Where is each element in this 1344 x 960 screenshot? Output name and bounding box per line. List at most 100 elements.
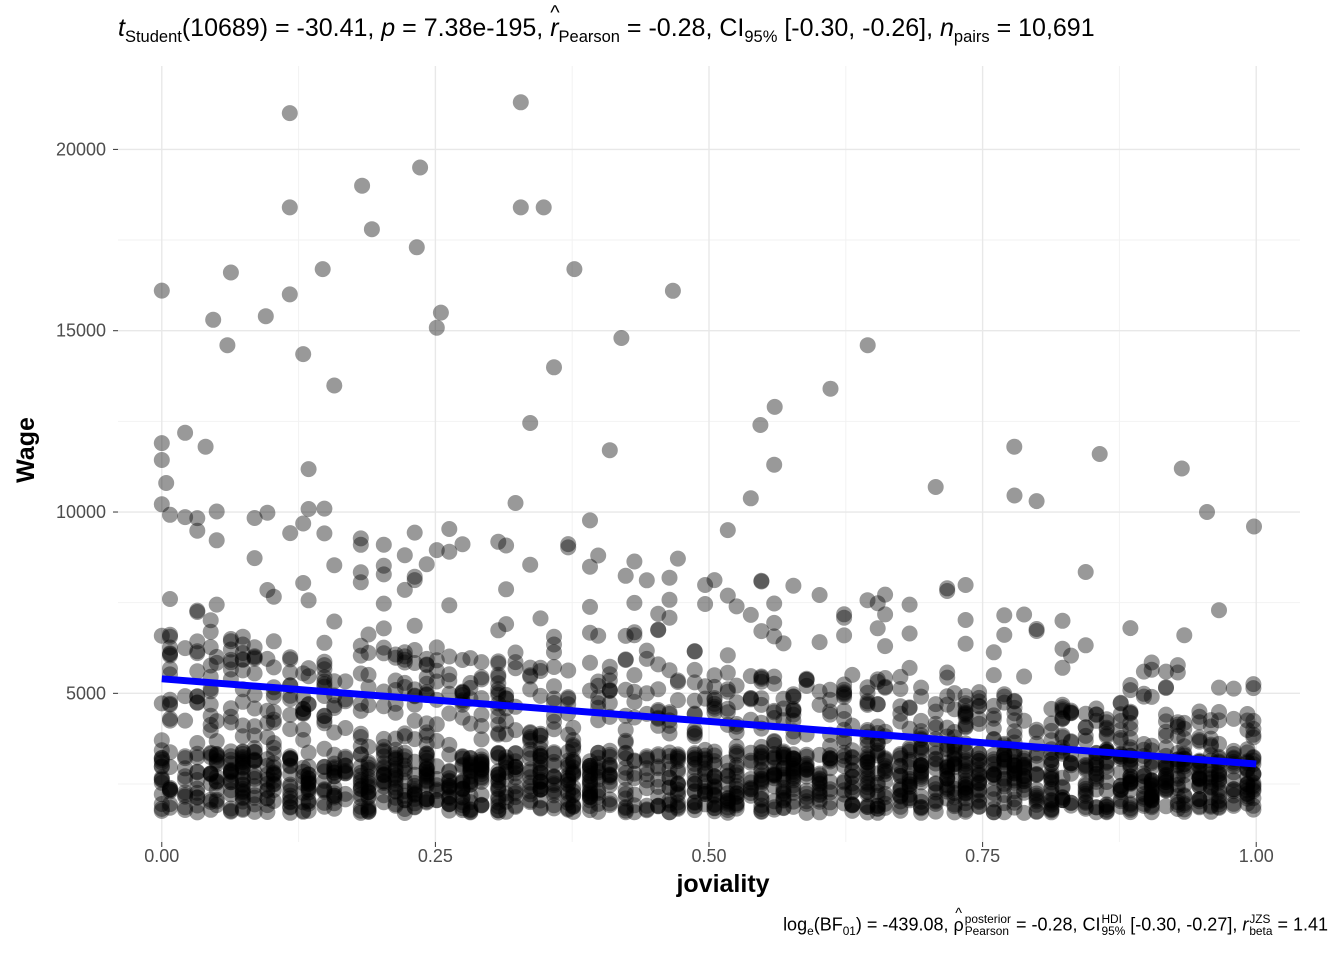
data-point <box>441 770 458 787</box>
data-point <box>1054 778 1071 795</box>
data-point <box>901 759 918 776</box>
data-point <box>162 647 178 664</box>
data-point <box>189 784 206 801</box>
data-point <box>234 754 251 771</box>
data-point <box>441 763 458 779</box>
data-point <box>1054 789 1071 806</box>
data-point <box>222 661 239 678</box>
data-point <box>901 659 918 676</box>
data-point <box>706 572 723 589</box>
data-point <box>1112 730 1129 746</box>
data-point <box>1028 623 1045 639</box>
data-point <box>282 794 299 811</box>
data-point <box>766 751 783 768</box>
data-point <box>996 686 1013 703</box>
data-point <box>775 771 792 788</box>
data-point <box>246 648 263 665</box>
data-point <box>1077 780 1094 797</box>
data-point <box>360 779 377 796</box>
data-point <box>669 799 686 816</box>
data-point <box>913 756 930 773</box>
data-point <box>1054 792 1071 808</box>
data-point <box>177 771 194 788</box>
data-point <box>441 648 458 665</box>
data-point <box>560 776 577 793</box>
data-point <box>162 783 178 800</box>
data-point <box>971 745 988 762</box>
data-point <box>901 741 918 758</box>
data-point <box>1239 795 1256 812</box>
data-point <box>957 779 974 796</box>
data-point <box>957 612 974 628</box>
data-point <box>775 760 792 777</box>
data-point <box>532 781 549 798</box>
data-point <box>208 756 225 772</box>
data-point <box>785 784 802 801</box>
data-point <box>913 793 930 810</box>
data-point <box>153 786 170 803</box>
data-point <box>560 689 577 706</box>
data-point <box>565 766 582 783</box>
data-point <box>939 664 956 681</box>
data-point <box>957 688 974 704</box>
data-point <box>428 652 445 669</box>
data-point <box>753 785 770 802</box>
data-point <box>1225 772 1242 789</box>
data-point <box>869 797 886 814</box>
data-point <box>282 787 299 804</box>
data-point <box>1122 705 1139 721</box>
data-point <box>686 674 703 691</box>
data-point <box>418 657 435 674</box>
data-point <box>153 771 170 788</box>
data-point <box>946 724 963 740</box>
data-point <box>1122 800 1139 817</box>
data-point <box>234 651 251 668</box>
data-point <box>892 781 909 798</box>
data-point <box>375 766 392 783</box>
data-point <box>836 627 853 644</box>
data-point <box>706 778 723 795</box>
data-point <box>957 635 974 652</box>
data-point <box>785 763 802 780</box>
data-point <box>1143 789 1160 806</box>
rho-value: = -0.28, CI <box>1010 914 1101 935</box>
data-point <box>869 800 886 817</box>
data-point <box>785 702 802 719</box>
data-point <box>153 627 170 644</box>
data-point <box>753 803 770 820</box>
data-point <box>565 738 582 755</box>
data-point <box>265 745 282 762</box>
data-point <box>877 773 894 790</box>
data-point <box>601 746 618 763</box>
data-point <box>939 777 956 794</box>
data-point <box>822 794 839 811</box>
data-point <box>1016 606 1033 623</box>
data-point <box>946 798 963 815</box>
data-point <box>753 770 770 787</box>
data-point <box>844 796 861 813</box>
data-point <box>560 690 577 707</box>
data-point <box>473 731 490 748</box>
data-point <box>428 733 445 749</box>
data-point <box>601 759 618 776</box>
data-point <box>507 654 524 671</box>
data-point <box>498 581 515 598</box>
data-point <box>728 757 745 774</box>
data-point <box>869 735 886 752</box>
data-point <box>626 765 643 782</box>
data-point <box>259 714 276 731</box>
data-point <box>957 763 974 780</box>
data-point <box>1077 760 1094 777</box>
data-point <box>957 776 974 793</box>
data-point <box>462 801 479 818</box>
data-point <box>626 797 643 814</box>
data-point <box>522 783 539 800</box>
data-point <box>352 802 369 819</box>
data-point <box>669 550 686 567</box>
data-point <box>208 793 225 810</box>
data-point <box>177 802 194 818</box>
data-point <box>766 614 783 631</box>
data-point <box>222 766 239 783</box>
data-point <box>686 661 703 678</box>
data-point <box>650 748 667 765</box>
